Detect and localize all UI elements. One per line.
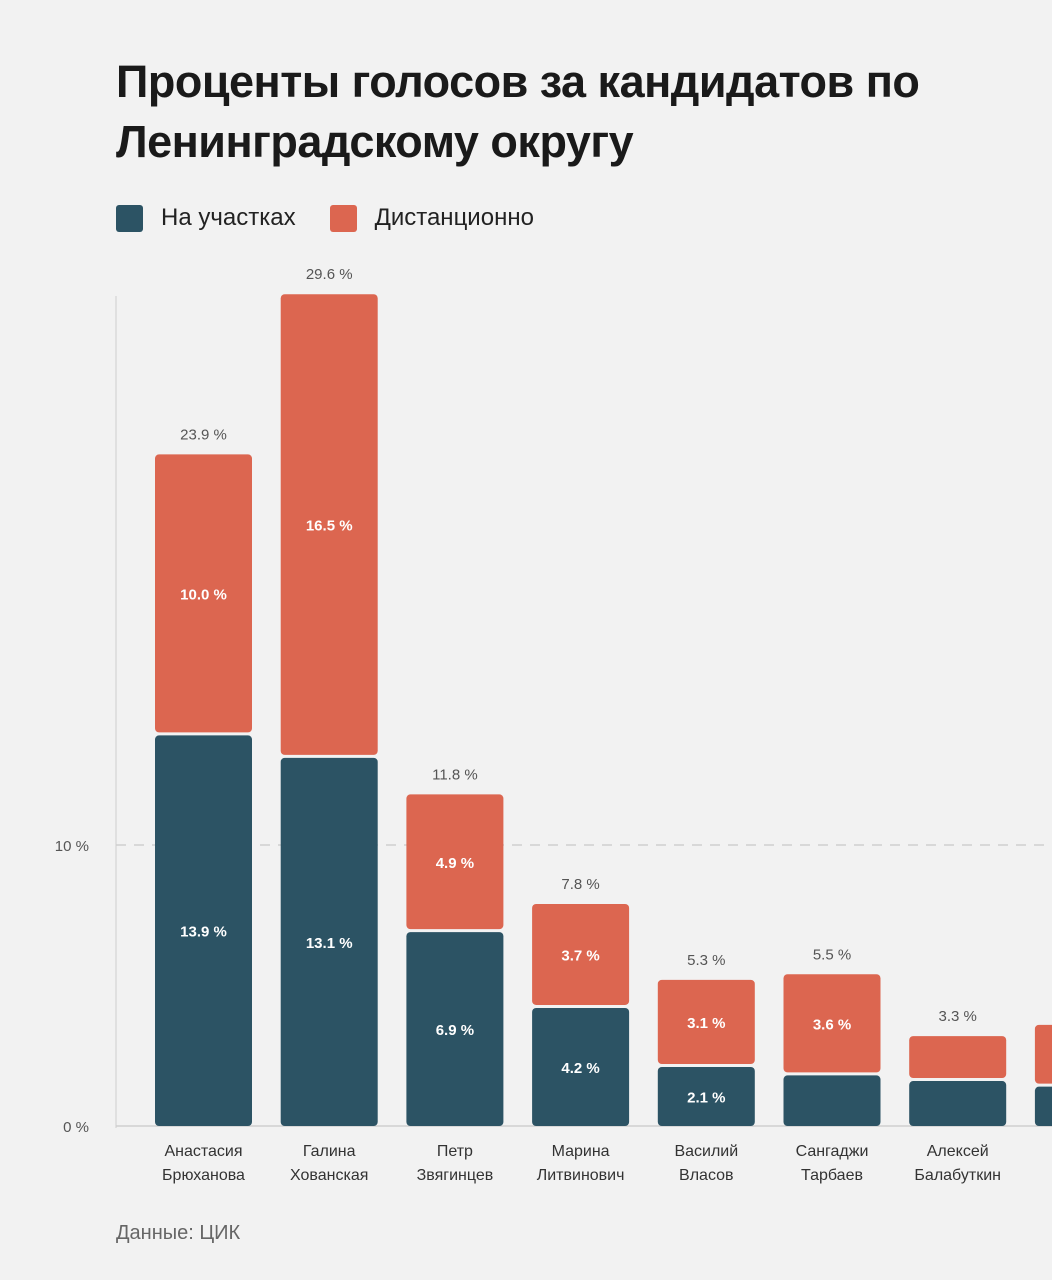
bar-segment-remote	[909, 1036, 1007, 1079]
bar-segment-remote	[406, 794, 504, 930]
segment-label-remote: 3.7 %	[561, 947, 599, 964]
bar-segment-in-person	[1034, 1086, 1052, 1126]
bar-segment-in-person	[280, 757, 378, 1126]
category-label: Тарбаев	[801, 1167, 863, 1184]
bar-segment-remote	[1034, 1024, 1052, 1084]
bar-segment-in-person	[783, 1075, 881, 1126]
total-label: 5.3 %	[687, 952, 725, 969]
y-tick-label: 10 %	[55, 838, 89, 855]
bar-segment-in-person	[657, 1066, 755, 1126]
segment-label-in-person: 13.1 %	[306, 935, 353, 952]
legend: На участках Дистанционно	[116, 204, 568, 232]
legend-label-in-person: На участках	[161, 204, 296, 231]
segment-label-in-person: 13.9 %	[180, 924, 227, 941]
category-label: Брюханова	[162, 1167, 245, 1184]
segment-label-in-person: 4.2 %	[561, 1060, 599, 1077]
legend-swatch-in-person	[116, 204, 143, 232]
total-label: 5.5 %	[813, 946, 851, 963]
category-label: Анастасия	[164, 1143, 242, 1160]
stacked-bar-chart: 0 % 10 % 13.9 % 10.0 % 23.9 % Анастасия Брюхан…	[55, 266, 1052, 1184]
category-label: Звягинцев	[417, 1167, 494, 1184]
segment-label-remote: 3.6 %	[813, 1016, 851, 1033]
bar-segment-remote	[532, 904, 630, 1005]
total-label: 11.8 %	[432, 766, 478, 783]
legend-item-in-person: На участках	[116, 204, 296, 232]
bar-segment-in-person	[909, 1081, 1007, 1126]
category-label: Василий	[674, 1143, 738, 1160]
category-label: Хованская	[290, 1167, 368, 1184]
category-label: Литвинович	[537, 1167, 625, 1184]
category-label: Балабуткин	[914, 1167, 1001, 1184]
category-label: Галина	[303, 1143, 356, 1160]
segment-label-remote: 4.9 %	[436, 855, 474, 872]
segment-label-remote: 10.0 %	[180, 586, 227, 603]
data-source: Данные: ЦИК	[116, 1222, 241, 1244]
category-label: Сангаджи	[796, 1143, 869, 1160]
chart-title: Проценты голосов за кандидатов по Ленинг…	[116, 56, 920, 167]
bar-segment-in-person	[155, 735, 252, 1126]
bar-segment-in-person	[406, 932, 504, 1126]
y-tick-label: 0 %	[63, 1119, 89, 1136]
category-label: Алексей	[927, 1143, 989, 1160]
segment-label-remote: 16.5 %	[306, 518, 353, 535]
category-label: Власов	[679, 1167, 733, 1184]
legend-item-remote: Дистанционно	[329, 204, 534, 232]
segment-label-remote: 3.1 %	[687, 1015, 725, 1032]
bar-segment-remote	[657, 979, 755, 1064]
legend-label-remote: Дистанционно	[374, 204, 534, 231]
segment-label-in-person: 6.9 %	[436, 1022, 474, 1039]
bar-segment-remote	[155, 454, 252, 733]
category-label: Петр	[437, 1143, 473, 1160]
category-label: Марина	[552, 1143, 610, 1160]
total-label: 7.8 %	[561, 876, 599, 893]
bar-segment-in-person	[532, 1007, 630, 1126]
total-label: 29.6 %	[306, 266, 353, 283]
bar-segment-remote	[280, 294, 378, 755]
total-label: 23.9 %	[180, 426, 227, 443]
segment-label-in-person: 2.1 %	[687, 1089, 725, 1106]
total-label: 3.3 %	[939, 1008, 977, 1025]
bar-segment-remote	[783, 974, 881, 1073]
legend-swatch-remote	[329, 204, 357, 232]
